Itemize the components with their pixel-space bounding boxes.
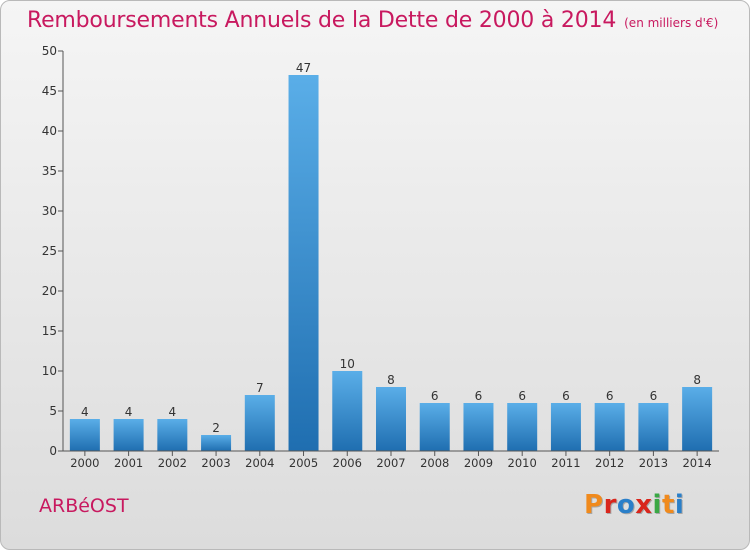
bar-value-label: 8 — [387, 373, 395, 387]
bar — [69, 419, 100, 451]
bar — [507, 403, 538, 451]
x-tick-label: 2002 — [158, 456, 187, 470]
bar — [244, 395, 275, 451]
y-tick-label: 10 — [42, 364, 57, 378]
bar-value-label: 6 — [606, 389, 614, 403]
bar-value-label: 6 — [562, 389, 570, 403]
bar-value-label: 7 — [256, 381, 264, 395]
bar — [201, 435, 232, 451]
brand-logo: Proxiti — [584, 490, 685, 520]
bar — [157, 419, 188, 451]
x-tick-label: 2013 — [639, 456, 668, 470]
bar — [550, 403, 581, 451]
bar-value-label: 6 — [475, 389, 483, 403]
bar-value-label: 47 — [296, 61, 311, 75]
x-tick-label: 2007 — [376, 456, 405, 470]
bar — [638, 403, 669, 451]
y-tick-label: 50 — [42, 44, 57, 58]
y-tick-label: 40 — [42, 124, 57, 138]
y-tick-label: 25 — [42, 244, 57, 258]
bar-value-label: 4 — [81, 405, 89, 419]
y-tick-label: 35 — [42, 164, 57, 178]
x-tick-label: 2009 — [464, 456, 493, 470]
bar-value-label: 8 — [693, 373, 701, 387]
bar-value-label: 2 — [212, 421, 220, 435]
bar — [332, 371, 363, 451]
bar-value-label: 6 — [431, 389, 439, 403]
bar — [419, 403, 450, 451]
bar — [594, 403, 625, 451]
x-tick-label: 2008 — [420, 456, 449, 470]
y-axis: 0 5 10 15 20 25 30 35 40 45 50 — [42, 44, 64, 458]
x-tick-label: 2012 — [595, 456, 624, 470]
y-tick-label: 45 — [42, 84, 57, 98]
chart-subtitle: (en milliers d'€) — [624, 16, 719, 30]
bar — [463, 403, 494, 451]
bar — [113, 419, 144, 451]
bars: 4 4 4 2 7 47 10 8 6 6 6 6 6 6 8 — [69, 61, 713, 451]
bar — [288, 75, 319, 451]
bar-value-label: 4 — [169, 405, 177, 419]
x-tick-label: 2014 — [682, 456, 711, 470]
x-tick-label: 2003 — [201, 456, 230, 470]
x-tick-label: 2006 — [333, 456, 362, 470]
bar — [682, 387, 713, 451]
x-tick-label: 2004 — [245, 456, 274, 470]
x-tick-label: 2005 — [289, 456, 318, 470]
y-tick-label: 20 — [42, 284, 57, 298]
x-tick-label: 2001 — [114, 456, 143, 470]
bar-value-label: 10 — [340, 357, 355, 371]
bar-value-label: 6 — [518, 389, 526, 403]
chart-title: Remboursements Annuels de la Dette de 20… — [27, 8, 718, 33]
chart-title-text: Remboursements Annuels de la Dette de 20… — [27, 8, 617, 33]
y-tick-label: 30 — [42, 204, 57, 218]
y-tick-label: 0 — [49, 444, 57, 458]
place-name: ARBéOST — [39, 495, 129, 517]
bar — [376, 387, 406, 451]
bar-value-label: 6 — [650, 389, 658, 403]
y-tick-label: 5 — [49, 404, 57, 418]
y-tick-label: 15 — [42, 324, 57, 338]
x-tick-label: 2010 — [508, 456, 537, 470]
x-tick-label: 2011 — [551, 456, 580, 470]
x-axis: 2000 2001 2002 2003 2004 2005 2006 2007 2008 2009… — [63, 450, 719, 470]
x-tick-label: 2000 — [70, 456, 99, 470]
bar-value-label: 4 — [125, 405, 133, 419]
